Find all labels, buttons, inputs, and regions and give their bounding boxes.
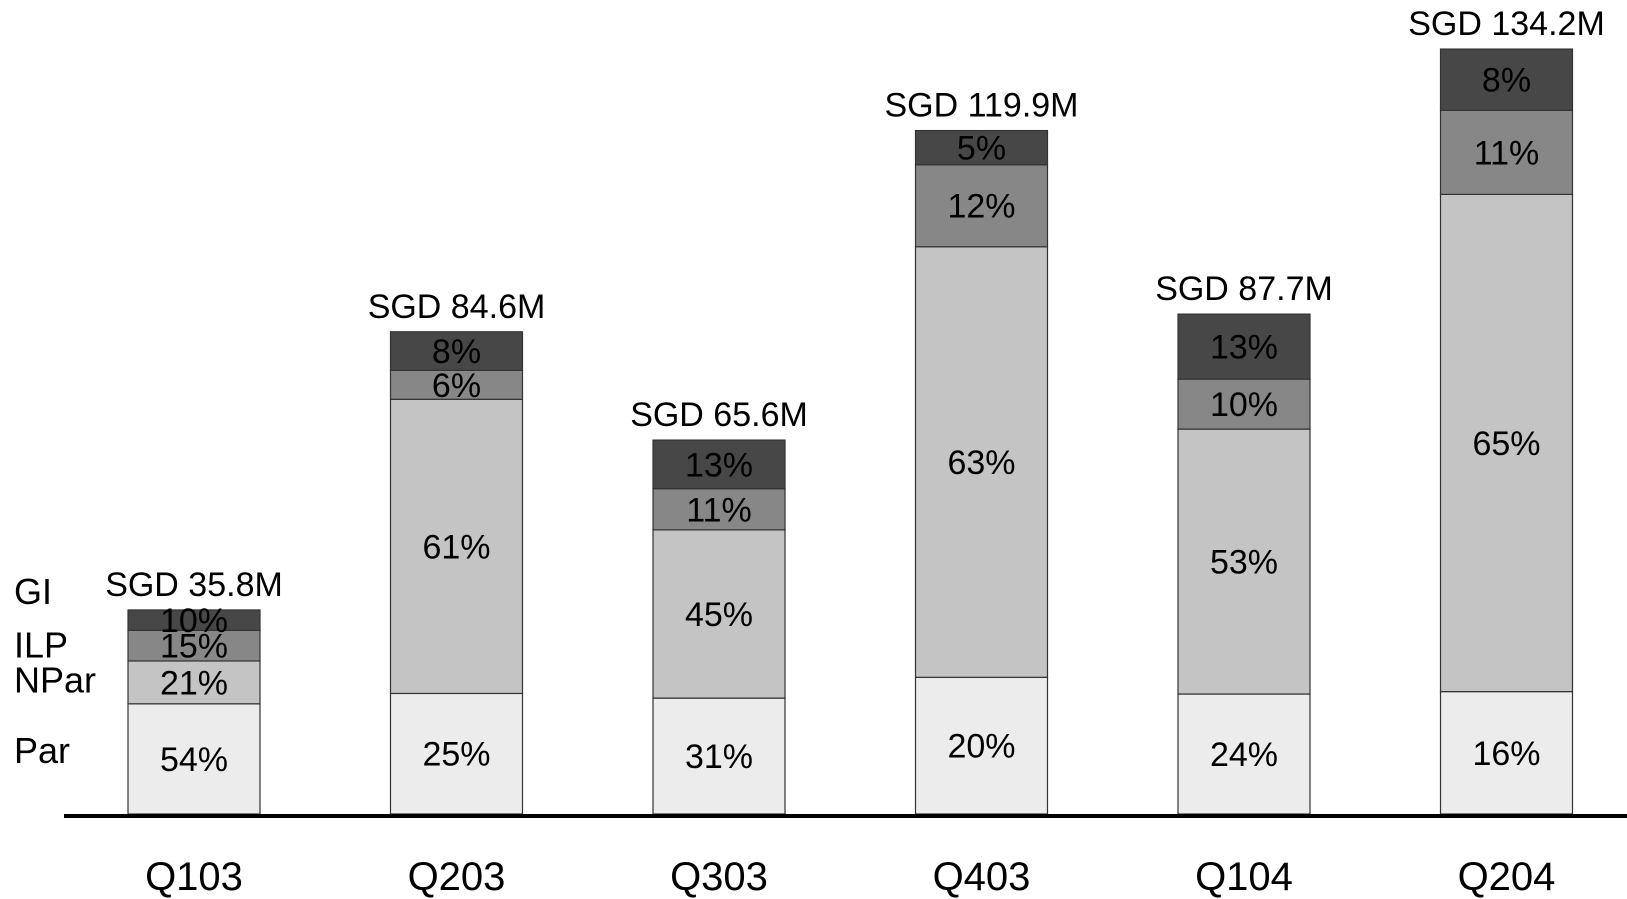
segment-label-ilp-q203: 6% (432, 367, 481, 405)
bar-segment-gi-q303 (652, 439, 786, 490)
segment-label-gi-q203: 8% (432, 333, 481, 371)
total-label-q403: SGD 119.9M (884, 87, 1078, 125)
total-label-q303: SGD 65.6M (630, 396, 808, 434)
segment-label-par-q303: 31% (685, 738, 753, 776)
bar-segment-par-q204 (1439, 691, 1574, 815)
total-label-q203: SGD 84.6M (368, 288, 546, 326)
category-label-q203: Q203 (408, 855, 506, 899)
legend-item-npar: NPar (14, 659, 96, 700)
category-label-q103: Q103 (145, 855, 243, 899)
bar-segment-par-q303 (652, 697, 786, 815)
total-label-q104: SGD 87.7M (1155, 270, 1333, 308)
bar-segment-npar-q104 (1177, 428, 1311, 695)
bars (127, 48, 1574, 815)
category-label-q104: Q104 (1195, 855, 1293, 899)
segment-label-gi-q303: 13% (685, 446, 753, 484)
category-label-q303: Q303 (670, 855, 768, 899)
category-label-q403: Q403 (933, 855, 1031, 899)
segment-label-par-q203: 25% (422, 736, 490, 774)
category-labels: Q103 Q203 Q303 Q403 Q104 Q204 (145, 855, 1555, 899)
segment-label-npar-q203: 61% (422, 528, 490, 566)
total-label-q204: SGD 134.2M (1408, 5, 1605, 43)
bar-segment-gi-q203 (389, 331, 524, 371)
category-label-q204: Q204 (1458, 855, 1556, 899)
bar-segment-npar-q203 (389, 398, 524, 695)
bar-segment-npar-q403 (914, 246, 1049, 678)
bar-segment-par-q104 (1177, 693, 1311, 815)
segment-label-par-q103: 54% (160, 741, 228, 779)
bar-segment-gi-q103 (127, 609, 261, 631)
bar-segment-ilp-q403 (914, 164, 1049, 248)
bar-segment-npar-q204 (1439, 193, 1574, 693)
segment-label-npar-q204: 65% (1472, 425, 1540, 463)
segment-label-ilp-q204: 11% (1474, 134, 1540, 172)
legend-item-ilp: ILP (14, 625, 68, 666)
total-label-q103: SGD 35.8M (105, 566, 283, 604)
segment-label-gi-q103: 10% (160, 602, 228, 640)
bar-segment-npar-q303 (652, 529, 786, 699)
segment-label-gi-q104: 13% (1210, 329, 1278, 367)
legend-item-gi: GI (14, 571, 52, 612)
segment-label-ilp-q104: 10% (1210, 386, 1278, 424)
bar-segment-gi-q104 (1177, 313, 1311, 380)
segment-label-npar-q104: 53% (1210, 544, 1278, 582)
legend-item-par: Par (14, 730, 70, 771)
segment-label-ilp-q103: 15% (160, 628, 228, 666)
segment-label-par-q403: 20% (947, 728, 1015, 766)
segment-label-ilp-q303: 11% (686, 491, 752, 529)
bar-segment-gi-q403 (914, 129, 1049, 166)
segment-label-npar-q303: 45% (685, 596, 753, 634)
segment-label-npar-q403: 63% (947, 444, 1015, 482)
segment-label-gi-q403: 5% (957, 130, 1006, 168)
bar-segment-par-q103 (127, 703, 261, 815)
segment-label-gi-q204: 8% (1482, 62, 1531, 100)
bar-segment-gi-q204 (1439, 48, 1574, 111)
bar-segment-ilp-q203 (389, 369, 524, 400)
segment-label-npar-q103: 21% (160, 664, 228, 702)
bar-segment-ilp-q303 (652, 488, 786, 531)
bar-segment-par-q403 (914, 676, 1049, 815)
segment-label-par-q104: 24% (1210, 736, 1278, 774)
bar-segment-ilp-q103 (127, 629, 261, 662)
segment-label-par-q204: 16% (1472, 735, 1540, 773)
bar-segment-ilp-q204 (1439, 109, 1574, 195)
segment-label-ilp-q403: 12% (947, 188, 1015, 226)
